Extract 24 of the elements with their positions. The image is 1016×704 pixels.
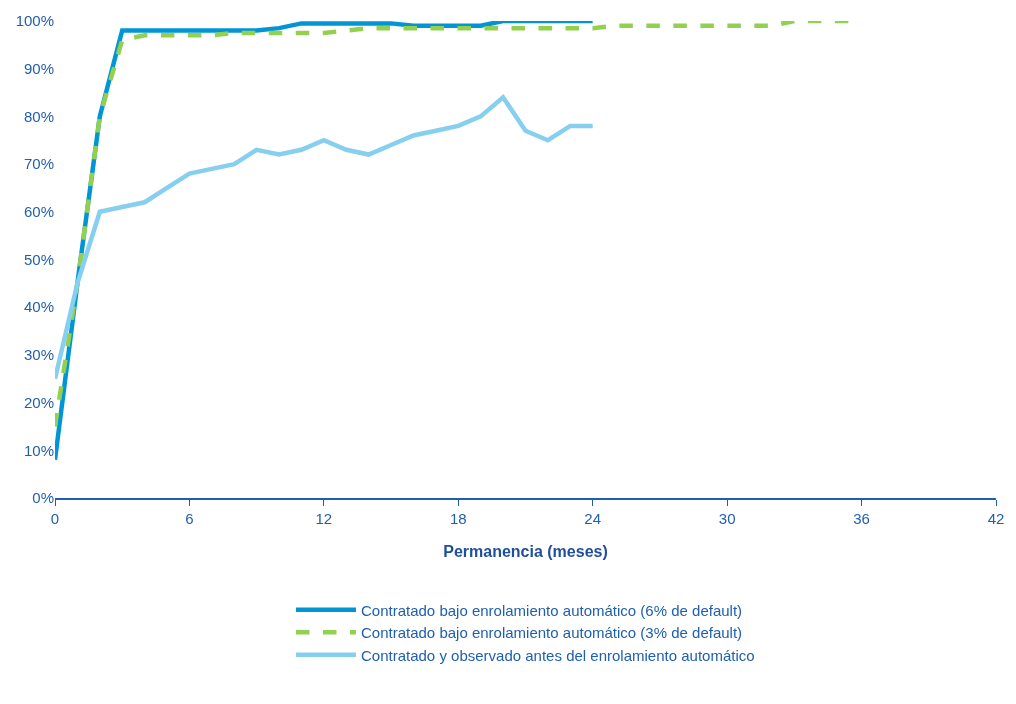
- y-tick-label: 40%: [23, 298, 54, 316]
- x-tick-label: 18: [449, 509, 467, 527]
- y-tick-label: 30%: [23, 346, 54, 364]
- x-axis-title: Permanencia (meses): [443, 542, 608, 560]
- y-tick-label: 70%: [23, 155, 54, 173]
- x-tick-label: 24: [584, 509, 602, 527]
- y-tick-label: 60%: [23, 203, 54, 221]
- x-tick-label: 6: [185, 509, 194, 527]
- x-tick-label: 30: [718, 509, 736, 527]
- legend-label: Contratado bajo enrolamiento automático (3% de default): [361, 624, 743, 641]
- y-tick-label: 20%: [23, 393, 54, 411]
- y-tick-label: 10%: [23, 441, 54, 459]
- x-tick-label: 42: [987, 509, 1005, 527]
- y-tick-label: 0%: [32, 489, 54, 507]
- y-tick-label: 80%: [23, 107, 54, 125]
- x-tick-label: 12: [315, 509, 333, 527]
- y-tick-label: 90%: [23, 59, 54, 77]
- legend-label: Contratado bajo enrolamiento automático (6% de default): [361, 601, 743, 619]
- y-tick-label: 50%: [23, 250, 54, 268]
- y-tick-label: 100%: [15, 12, 54, 30]
- x-tick-label: 0: [50, 509, 60, 527]
- x-tick-label: 36: [853, 509, 870, 527]
- line-series: [55, 95, 595, 381]
- legend-label: Contratado y observado antes del enrolamiento automático: [361, 646, 755, 664]
